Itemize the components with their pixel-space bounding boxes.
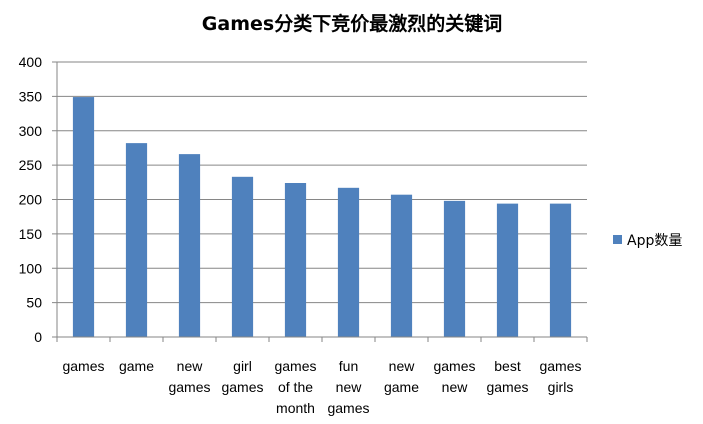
y-tick-label: 150 bbox=[19, 226, 43, 242]
y-tick-label: 50 bbox=[26, 295, 42, 311]
x-category-label: best bbox=[494, 358, 521, 374]
x-category-label: new bbox=[389, 358, 416, 374]
x-category-label: games bbox=[221, 379, 263, 395]
x-axis bbox=[56, 62, 588, 342]
legend-label: App数量 bbox=[627, 233, 682, 249]
x-category-label: games bbox=[327, 400, 369, 416]
x-category-label: game bbox=[119, 358, 154, 374]
bar bbox=[72, 97, 95, 337]
x-category-label: game bbox=[384, 379, 419, 395]
bar-series bbox=[72, 97, 572, 337]
bar bbox=[549, 203, 572, 337]
bar bbox=[337, 187, 360, 337]
x-category-label: new bbox=[177, 358, 204, 374]
x-category-label: games bbox=[62, 358, 104, 374]
x-category-label: of the bbox=[278, 379, 313, 395]
bar bbox=[390, 194, 413, 337]
bar bbox=[284, 183, 307, 337]
bar bbox=[178, 154, 201, 337]
y-tick-label: 400 bbox=[19, 54, 43, 70]
bar bbox=[231, 176, 254, 337]
x-category-label: month bbox=[276, 400, 315, 416]
y-axis-tick-labels: 0 50 100 150 200 250 300 350 400 bbox=[19, 54, 57, 345]
x-axis-category-labels: games game new games girl games games of the mon… bbox=[62, 358, 581, 416]
y-tick-label: 200 bbox=[19, 192, 43, 208]
y-tick-label: 100 bbox=[19, 260, 43, 276]
bar bbox=[443, 200, 466, 337]
x-category-label: games bbox=[274, 358, 316, 374]
legend-swatch bbox=[613, 235, 622, 244]
x-category-label: fun bbox=[339, 358, 358, 374]
x-category-label: new bbox=[442, 379, 469, 395]
y-tick-label: 0 bbox=[34, 329, 42, 345]
x-category-label: girl bbox=[233, 358, 252, 374]
y-tick-label: 300 bbox=[19, 123, 43, 139]
x-category-label: games bbox=[433, 358, 475, 374]
x-category-label: games bbox=[486, 379, 528, 395]
bar bbox=[496, 203, 519, 337]
chart-title: Games分类下竞价最激烈的关键词 bbox=[202, 12, 502, 35]
bar bbox=[125, 143, 148, 337]
x-category-label: games bbox=[539, 358, 581, 374]
legend: App数量 bbox=[613, 233, 682, 249]
y-tick-label: 250 bbox=[19, 157, 43, 173]
y-tick-label: 350 bbox=[19, 88, 43, 104]
x-category-label: new bbox=[336, 379, 363, 395]
x-category-label: girls bbox=[548, 379, 574, 395]
x-category-label: games bbox=[168, 379, 210, 395]
